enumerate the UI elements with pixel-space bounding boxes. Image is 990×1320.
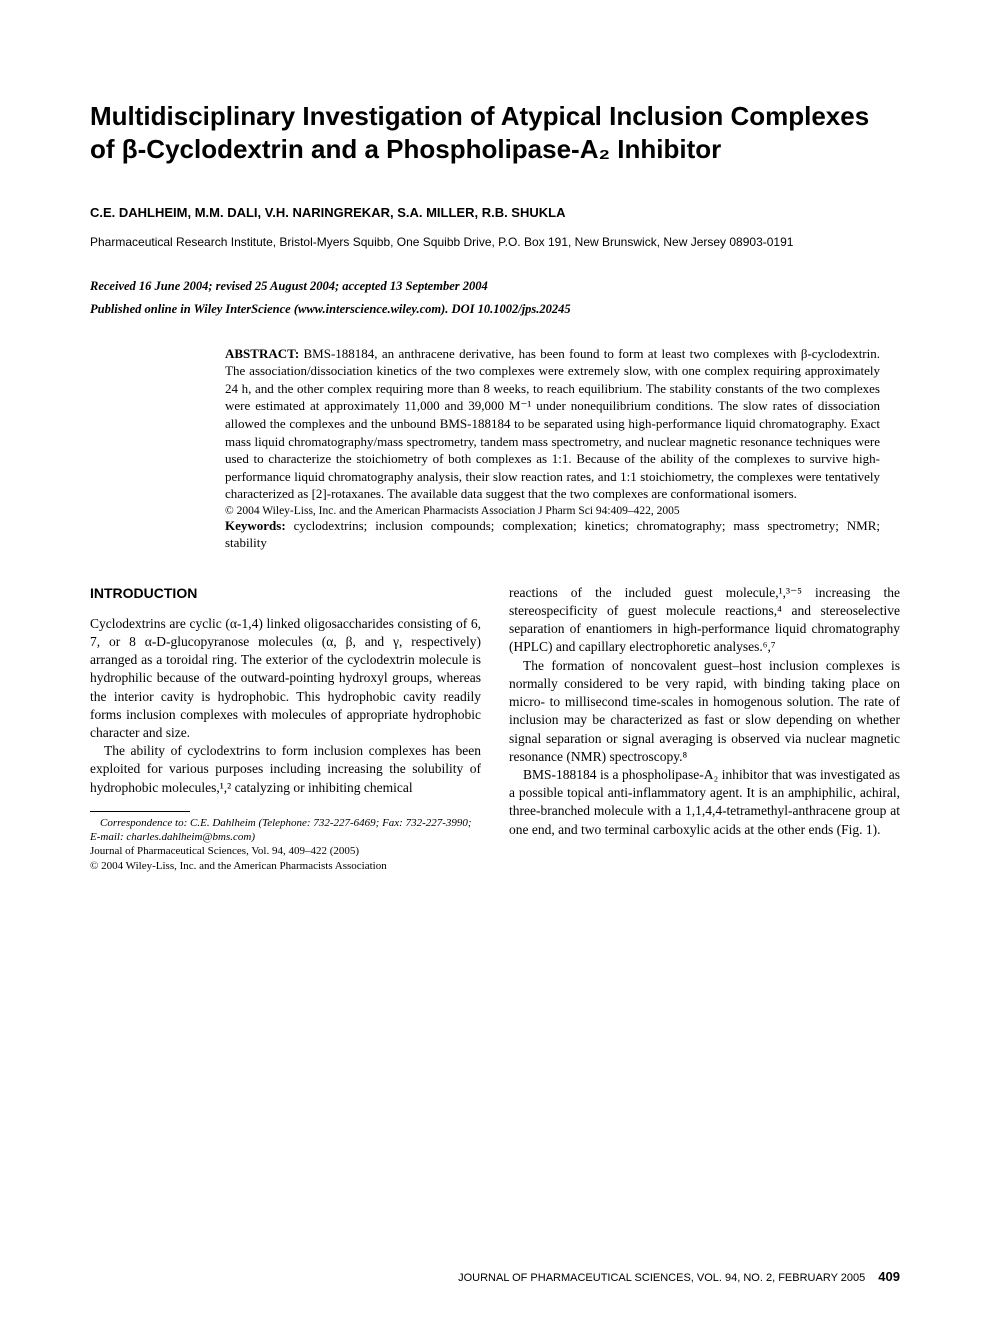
- author-list: C.E. DAHLHEIM, M.M. DALI, V.H. NARINGREK…: [90, 205, 900, 220]
- section-heading-introduction: INTRODUCTION: [90, 584, 481, 603]
- intro-para-4: BMS-188184 is a phospholipase-A₂ inhibit…: [509, 766, 900, 839]
- abstract-block: ABSTRACT: BMS-188184, an anthracene deri…: [225, 345, 880, 552]
- body-columns: INTRODUCTION Cyclodextrins are cyclic (α…: [90, 584, 900, 873]
- left-column: INTRODUCTION Cyclodextrins are cyclic (α…: [90, 584, 481, 873]
- abstract-label: ABSTRACT:: [225, 346, 299, 361]
- footnote-correspondence: Correspondence to: C.E. Dahlheim (Teleph…: [90, 816, 481, 845]
- intro-para-2-cont: reactions of the included guest molecule…: [509, 584, 900, 657]
- abstract-copyright: © 2004 Wiley-Liss, Inc. and the American…: [225, 505, 880, 517]
- footer-page-number: 409: [878, 1269, 900, 1284]
- abstract-body: BMS-188184, an anthracene derivative, ha…: [225, 346, 880, 501]
- keywords-line: Keywords: cyclodextrins; inclusion compo…: [225, 517, 880, 552]
- affiliation: Pharmaceutical Research Institute, Brist…: [90, 234, 900, 251]
- right-column: reactions of the included guest molecule…: [509, 584, 900, 873]
- keywords-text: cyclodextrins; inclusion compounds; comp…: [225, 518, 880, 551]
- keywords-label: Keywords:: [225, 518, 286, 533]
- page-footer: JOURNAL OF PHARMACEUTICAL SCIENCES, VOL.…: [458, 1269, 900, 1284]
- footnote-journal: Journal of Pharmaceutical Sciences, Vol.…: [90, 844, 481, 858]
- article-title: Multidisciplinary Investigation of Atypi…: [90, 100, 900, 165]
- footnote-corr-text: Correspondence to: C.E. Dahlheim (Teleph…: [90, 817, 472, 843]
- intro-para-1: Cyclodextrins are cyclic (α-1,4) linked …: [90, 615, 481, 743]
- intro-para-3: The formation of noncovalent guest–host …: [509, 657, 900, 766]
- footnote-copyright: © 2004 Wiley-Liss, Inc. and the American…: [90, 859, 481, 873]
- intro-para-2: The ability of cyclodextrins to form inc…: [90, 742, 481, 797]
- published-online: Published online in Wiley InterScience (…: [90, 302, 900, 317]
- abstract-text: ABSTRACT: BMS-188184, an anthracene deri…: [225, 345, 880, 503]
- footnote-rule: [90, 811, 190, 812]
- footer-journal: JOURNAL OF PHARMACEUTICAL SCIENCES, VOL.…: [458, 1272, 865, 1284]
- received-dates: Received 16 June 2004; revised 25 August…: [90, 279, 900, 294]
